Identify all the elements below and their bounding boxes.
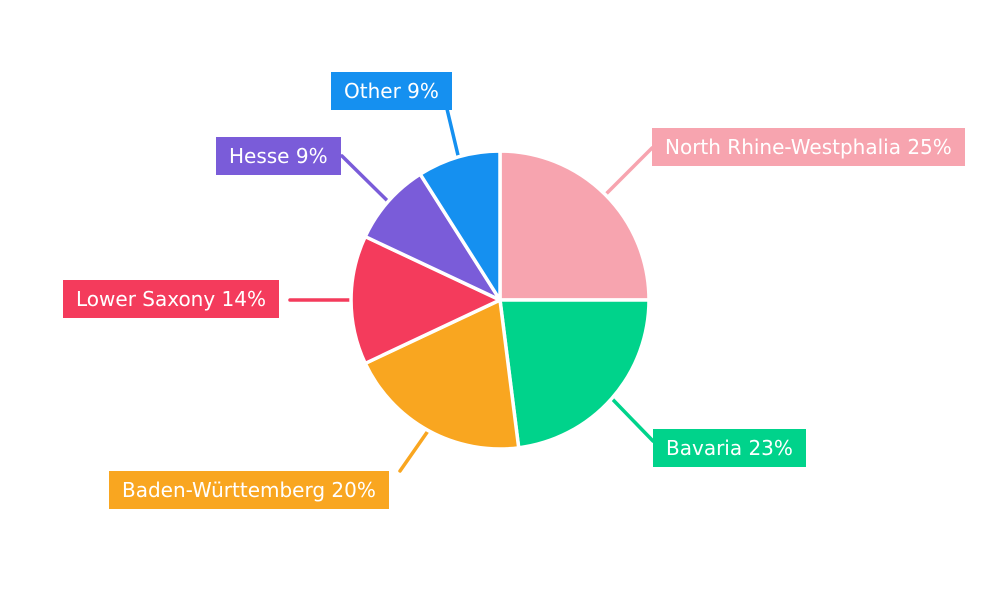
pie-slice-baden-wuerttemberg xyxy=(363,298,521,451)
pie-label-lower-saxony: Lower Saxony 14% xyxy=(63,280,279,318)
pie-slice-bavaria xyxy=(498,298,651,450)
leader-line-other xyxy=(445,107,461,159)
pie-label-other: Other 9% xyxy=(331,72,452,110)
pie-slice-other xyxy=(418,149,502,302)
pie-slice-lower-saxony xyxy=(349,234,502,366)
leader-line-baden-wuerttemberg xyxy=(398,428,430,473)
pie-label-bavaria: Bavaria 23% xyxy=(653,429,806,467)
pie-label-north-rhine-westphalia: North Rhine-Westphalia 25% xyxy=(652,128,965,166)
pie-slice-north-rhine-westphalia xyxy=(498,149,651,302)
leader-line-north-rhine-westphalia xyxy=(603,146,654,197)
pie-label-baden-wuerttemberg: Baden-Württemberg 20% xyxy=(109,471,389,509)
pie-label-hesse: Hesse 9% xyxy=(216,137,341,175)
leader-line-bavaria xyxy=(610,396,655,443)
leader-line-hesse xyxy=(340,154,390,204)
